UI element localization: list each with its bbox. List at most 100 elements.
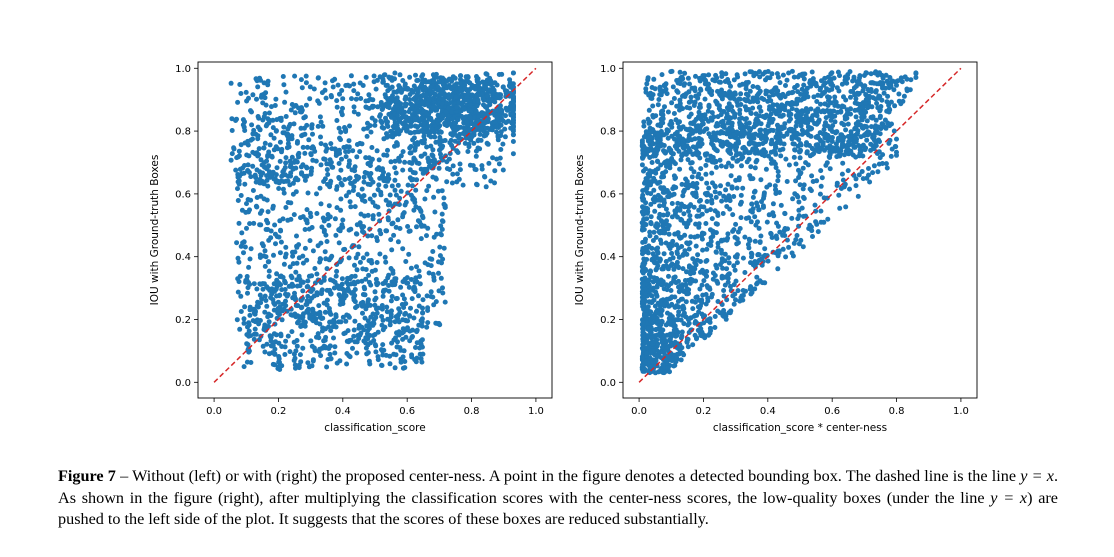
scatter-point xyxy=(376,157,382,163)
scatter-point xyxy=(316,335,322,341)
scatter-point xyxy=(698,333,704,338)
scatter-point xyxy=(652,208,658,214)
scatter-point xyxy=(734,241,740,247)
scatter-point xyxy=(294,140,300,146)
scatter-point xyxy=(698,166,704,172)
scatter-point xyxy=(797,149,802,155)
scatter-point xyxy=(280,186,286,192)
scatter-point xyxy=(387,101,393,107)
scatter-point xyxy=(354,154,360,160)
scatter-point xyxy=(256,179,262,185)
scatter-point xyxy=(856,172,862,178)
scatter-point xyxy=(853,114,859,120)
scatter-point xyxy=(441,245,447,251)
scatter-point xyxy=(390,134,396,140)
scatter-point xyxy=(681,82,687,88)
scatter-point xyxy=(383,352,389,358)
scatter-point xyxy=(252,173,258,179)
scatter-point xyxy=(674,249,680,255)
scatter-point xyxy=(339,88,345,93)
scatter-point xyxy=(417,345,423,351)
scatter-point xyxy=(244,341,250,347)
scatter-point xyxy=(332,344,338,350)
scatter-point xyxy=(778,202,784,208)
scatter-point xyxy=(247,256,253,262)
scatter-point xyxy=(442,299,448,305)
scatter-point xyxy=(898,101,904,107)
scatter-point xyxy=(330,84,336,90)
scatter-point xyxy=(888,153,894,159)
scatter-point xyxy=(345,286,351,292)
scatter-point xyxy=(253,203,259,209)
scatter-point xyxy=(248,197,254,203)
scatter-point xyxy=(654,276,660,281)
reference-line-left xyxy=(213,67,537,383)
scatter-point xyxy=(283,155,289,161)
scatter-point xyxy=(400,214,406,220)
scatter-point xyxy=(500,141,506,147)
scatter-point xyxy=(645,75,651,81)
scatter-point xyxy=(685,75,691,81)
scatter-point xyxy=(393,192,399,198)
scatter-point xyxy=(699,282,705,288)
scatter-point xyxy=(669,250,675,256)
scatter-point xyxy=(657,230,663,236)
scatter-point xyxy=(737,298,743,304)
scatter-point xyxy=(431,157,437,163)
scatter-point xyxy=(692,320,698,326)
scatter-point xyxy=(277,250,283,256)
scatter-point xyxy=(266,110,272,116)
scatter-point xyxy=(747,99,753,105)
scatter-point xyxy=(389,221,395,227)
scatter-point xyxy=(381,169,386,175)
scatter-point xyxy=(377,112,383,118)
scatter-point xyxy=(660,108,666,114)
scatter-point xyxy=(690,190,696,196)
scatter-point xyxy=(440,285,445,291)
scatter-point xyxy=(677,69,683,75)
scatter-point xyxy=(775,169,781,175)
scatter-point xyxy=(236,148,242,154)
scatter-point xyxy=(467,115,473,121)
scatter-point xyxy=(282,352,288,357)
scatter-point xyxy=(420,351,426,357)
scatter-point xyxy=(839,132,845,138)
scatter-point xyxy=(386,283,392,288)
scatter-point xyxy=(303,73,309,79)
scatter-point xyxy=(723,313,729,319)
scatter-point xyxy=(679,181,685,187)
scatter-point xyxy=(298,324,304,329)
scatter-point xyxy=(693,123,699,129)
scatter-point xyxy=(292,110,298,116)
scatter-point xyxy=(298,215,303,221)
scatter-point xyxy=(255,124,261,130)
scatter-point xyxy=(870,80,875,86)
scatter-point xyxy=(256,146,262,152)
scatter-point xyxy=(372,203,378,209)
scatter-point xyxy=(746,215,752,221)
scatter-point xyxy=(676,254,682,260)
scatter-point xyxy=(292,249,298,255)
scatter-point xyxy=(657,179,663,185)
scatter-point xyxy=(389,183,395,189)
scatter-point xyxy=(878,80,884,86)
scatter-point xyxy=(818,219,824,225)
scatter-point xyxy=(769,235,775,240)
scatter-point xyxy=(484,93,490,99)
scatter-point xyxy=(436,165,442,171)
scatter-point xyxy=(428,263,434,269)
scatter-point xyxy=(860,125,866,131)
scatter-point xyxy=(267,142,273,148)
scatter-point xyxy=(448,131,454,137)
scatter-point xyxy=(688,234,694,240)
scatter-point xyxy=(423,91,429,97)
scatter-point xyxy=(731,227,737,233)
scatter-point xyxy=(756,113,762,119)
scatter-point xyxy=(775,130,780,136)
scatter-point xyxy=(370,216,376,222)
scatter-point xyxy=(492,99,498,105)
scatter-point xyxy=(357,140,363,146)
scatter-point xyxy=(431,119,436,125)
scatter-point xyxy=(657,85,663,91)
scatter-point xyxy=(724,237,730,243)
